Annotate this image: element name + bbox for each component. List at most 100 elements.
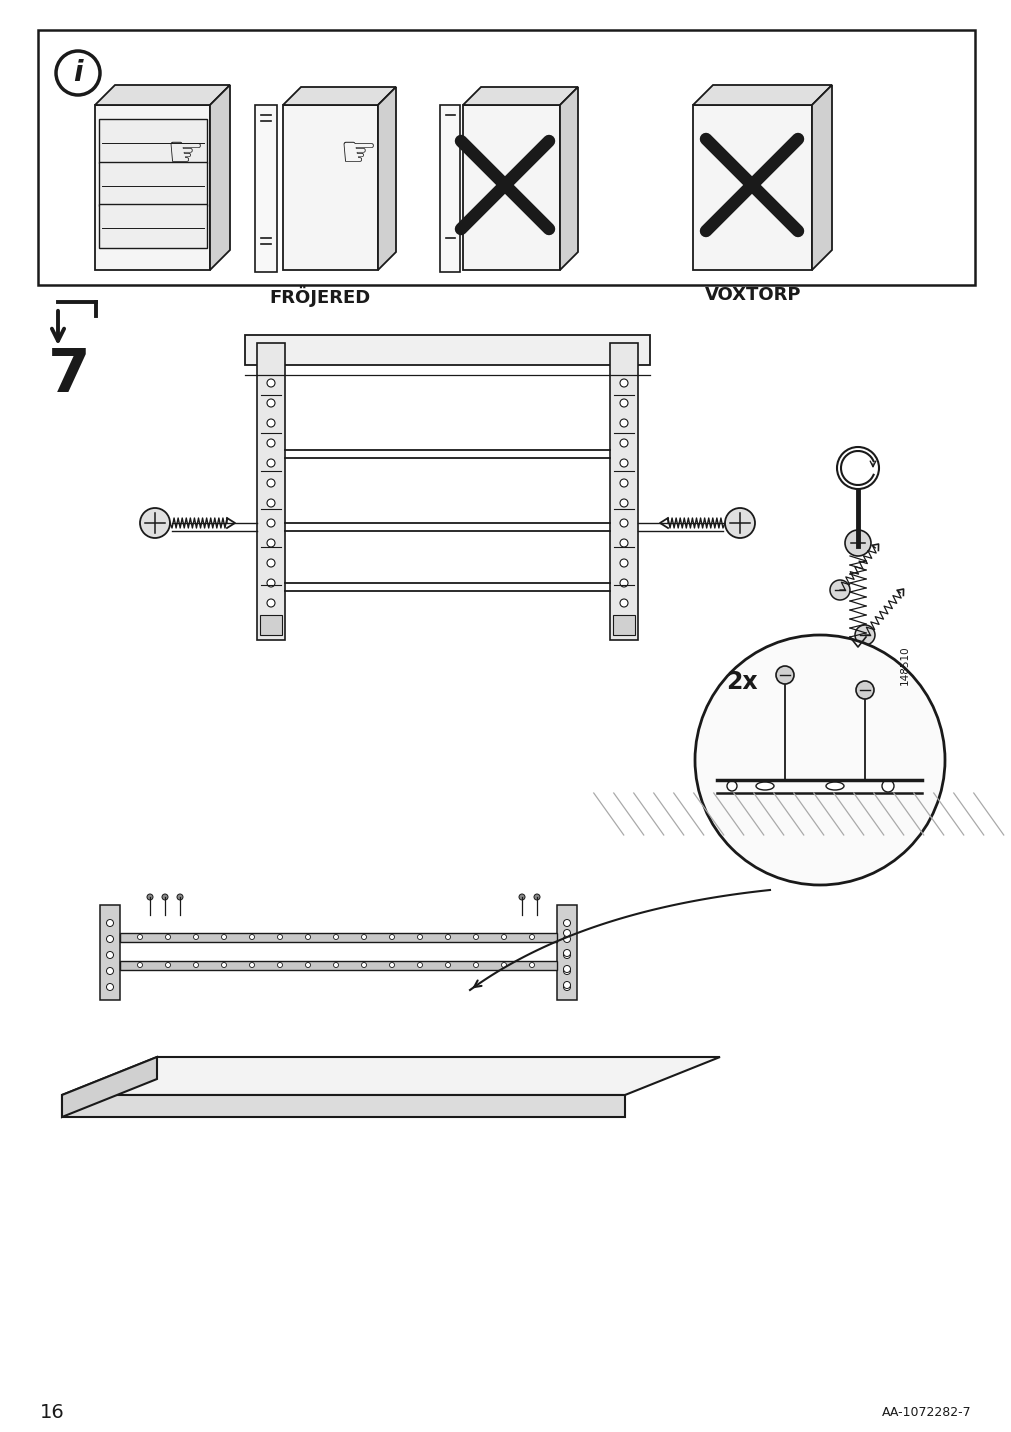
Circle shape xyxy=(140,508,170,538)
Ellipse shape xyxy=(825,782,843,790)
Circle shape xyxy=(162,894,168,899)
Bar xyxy=(120,961,556,969)
Circle shape xyxy=(305,935,310,939)
Text: i: i xyxy=(73,59,83,87)
Bar xyxy=(260,614,282,634)
Bar xyxy=(463,105,559,271)
Bar xyxy=(120,934,556,942)
Circle shape xyxy=(193,935,198,939)
Circle shape xyxy=(775,666,794,684)
Circle shape xyxy=(267,420,275,427)
Circle shape xyxy=(267,379,275,387)
Circle shape xyxy=(267,538,275,547)
Bar xyxy=(245,335,649,365)
Circle shape xyxy=(418,935,422,939)
Circle shape xyxy=(445,935,450,939)
Polygon shape xyxy=(62,1057,157,1117)
Circle shape xyxy=(277,935,282,939)
Bar xyxy=(283,105,378,271)
Polygon shape xyxy=(62,1095,625,1117)
Circle shape xyxy=(305,962,310,968)
Circle shape xyxy=(147,894,153,899)
Circle shape xyxy=(724,508,754,538)
Circle shape xyxy=(389,962,394,968)
Circle shape xyxy=(501,962,506,968)
Circle shape xyxy=(620,558,628,567)
Circle shape xyxy=(726,780,736,790)
Circle shape xyxy=(267,579,275,587)
Circle shape xyxy=(250,935,254,939)
Circle shape xyxy=(106,968,113,975)
Circle shape xyxy=(563,949,570,957)
Circle shape xyxy=(620,460,628,467)
Circle shape xyxy=(267,478,275,487)
Circle shape xyxy=(473,935,478,939)
Bar xyxy=(693,105,811,271)
Ellipse shape xyxy=(755,782,773,790)
Circle shape xyxy=(620,538,628,547)
Circle shape xyxy=(563,968,570,975)
Circle shape xyxy=(620,420,628,427)
Polygon shape xyxy=(283,87,395,105)
Circle shape xyxy=(844,530,870,556)
Circle shape xyxy=(829,580,849,600)
Circle shape xyxy=(563,919,570,927)
Polygon shape xyxy=(62,1057,719,1095)
Bar xyxy=(613,614,634,634)
Text: ☞: ☞ xyxy=(339,132,376,175)
Circle shape xyxy=(620,498,628,507)
Text: ☞: ☞ xyxy=(166,132,203,175)
Circle shape xyxy=(563,935,570,942)
Bar xyxy=(99,119,207,163)
Circle shape xyxy=(854,624,875,644)
Circle shape xyxy=(361,962,366,968)
Text: FRÖJERED: FRÖJERED xyxy=(269,286,370,306)
Circle shape xyxy=(519,894,525,899)
Polygon shape xyxy=(378,87,395,271)
Circle shape xyxy=(267,460,275,467)
Bar xyxy=(556,905,576,1000)
Polygon shape xyxy=(463,87,577,105)
Circle shape xyxy=(534,894,540,899)
Circle shape xyxy=(166,935,170,939)
Circle shape xyxy=(620,579,628,587)
Circle shape xyxy=(267,400,275,407)
Circle shape xyxy=(221,962,226,968)
Circle shape xyxy=(193,962,198,968)
Circle shape xyxy=(334,935,338,939)
Circle shape xyxy=(106,984,113,991)
Polygon shape xyxy=(210,84,229,271)
Circle shape xyxy=(106,935,113,942)
Circle shape xyxy=(334,962,338,968)
Text: 148510: 148510 xyxy=(899,646,909,684)
Circle shape xyxy=(563,929,570,937)
Circle shape xyxy=(267,498,275,507)
Circle shape xyxy=(620,518,628,527)
Circle shape xyxy=(106,919,113,927)
Circle shape xyxy=(418,962,422,968)
Circle shape xyxy=(267,518,275,527)
Polygon shape xyxy=(693,84,831,105)
Polygon shape xyxy=(559,87,577,271)
Circle shape xyxy=(137,935,143,939)
Circle shape xyxy=(563,984,570,991)
Circle shape xyxy=(277,962,282,968)
Circle shape xyxy=(620,619,628,627)
Circle shape xyxy=(563,951,570,958)
Circle shape xyxy=(855,682,874,699)
Circle shape xyxy=(501,935,506,939)
Bar xyxy=(99,162,207,206)
Bar xyxy=(95,105,210,271)
Circle shape xyxy=(267,440,275,447)
Circle shape xyxy=(137,962,143,968)
Circle shape xyxy=(221,935,226,939)
Bar xyxy=(100,905,120,1000)
Circle shape xyxy=(529,962,534,968)
Circle shape xyxy=(836,447,879,488)
Text: VOXTORP: VOXTORP xyxy=(704,286,801,304)
Text: 16: 16 xyxy=(40,1402,65,1422)
Circle shape xyxy=(563,981,570,988)
Circle shape xyxy=(389,935,394,939)
Circle shape xyxy=(250,962,254,968)
Bar xyxy=(440,105,460,272)
